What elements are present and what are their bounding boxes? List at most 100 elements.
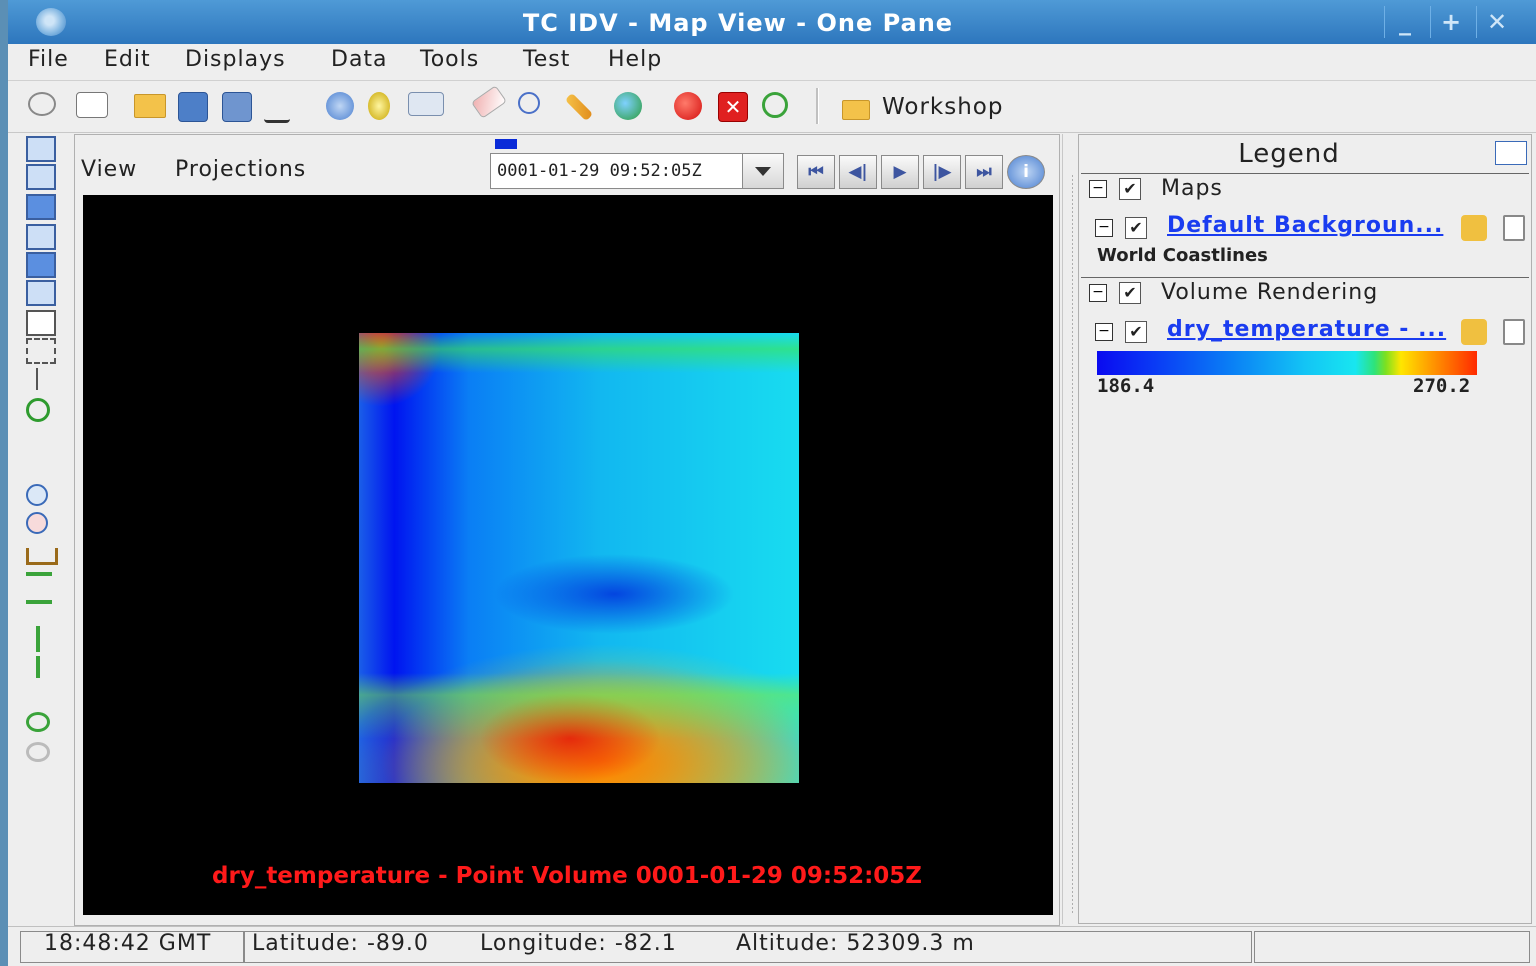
minimize-button[interactable]: _: [1384, 6, 1425, 38]
mail-icon[interactable]: [408, 92, 444, 116]
volume-bottom-band: [359, 673, 799, 783]
collapse-temperature-icon[interactable]: −: [1095, 323, 1113, 341]
float-legend-icon[interactable]: [1495, 141, 1527, 165]
trash-icon-2[interactable]: [1503, 319, 1525, 345]
background-layer-checkbox[interactable]: ✔: [1125, 217, 1147, 239]
rotate-icon[interactable]: [26, 398, 50, 422]
menu-bar: File Edit Displays Data Tools Test Help: [8, 44, 1536, 81]
menu-data[interactable]: Data: [331, 47, 388, 72]
volume-top-band: [359, 333, 799, 373]
window-title: TC IDV - Map View - One Pane: [522, 9, 954, 37]
remove-all-icon[interactable]: ✕: [718, 92, 748, 122]
maximize-button[interactable]: +: [1430, 6, 1471, 38]
projections-menu[interactable]: Projections: [175, 157, 307, 182]
pan-right-icon[interactable]: [26, 600, 52, 604]
scissors-icon[interactable]: [518, 92, 540, 114]
save-as-icon[interactable]: [222, 92, 252, 122]
lock-icon[interactable]: [1461, 215, 1487, 241]
open-folder-icon[interactable]: [134, 94, 166, 118]
pan-down-icon[interactable]: [36, 656, 40, 678]
display-canvas[interactable]: dry_temperature - Point Volume 0001-01-2…: [83, 195, 1053, 915]
bookmark-icon[interactable]: [264, 92, 290, 123]
redo-icon[interactable]: [26, 742, 50, 762]
save-icon[interactable]: [178, 92, 208, 122]
unlock-icon[interactable]: [1461, 319, 1487, 345]
step-back-button[interactable]: ◀|: [839, 155, 877, 189]
view-south-icon[interactable]: [26, 252, 56, 278]
view-top-icon[interactable]: [26, 136, 56, 162]
menu-tools[interactable]: Tools: [420, 47, 480, 72]
status-altitude: Altitude: 52309.3 m: [736, 931, 975, 956]
view-north-icon[interactable]: [26, 194, 56, 220]
legend-panel: Legend − ✔ Maps − ✔ Default Backgroun...…: [1078, 134, 1532, 924]
menu-edit[interactable]: Edit: [104, 47, 151, 72]
menu-help[interactable]: Help: [608, 47, 663, 72]
colorbar-max: 270.2: [1413, 375, 1471, 397]
temperature-layer-link[interactable]: dry_temperature - ...: [1167, 317, 1447, 342]
view-bottom-icon[interactable]: [26, 164, 56, 190]
clock-cell: [20, 931, 244, 963]
view-west-icon[interactable]: [26, 280, 56, 306]
display-label: dry_temperature - Point Volume 0001-01-2…: [212, 863, 922, 889]
background-layer-link[interactable]: Default Backgroun...: [1167, 213, 1444, 238]
view-east-icon[interactable]: [26, 224, 56, 250]
cursor-readout-cell: [244, 931, 1252, 963]
status-bar: 18:48:42 GMT Latitude: -89.0 Longitude: …: [8, 926, 1536, 966]
split-pane-divider[interactable]: [1062, 134, 1077, 924]
home-icon[interactable]: [26, 548, 58, 565]
temperature-layer-checkbox[interactable]: ✔: [1125, 321, 1147, 343]
divider-grip[interactable]: [1071, 174, 1073, 914]
collapse-volume-group-icon[interactable]: −: [1089, 284, 1107, 302]
close-button[interactable]: ✕: [1476, 6, 1517, 38]
step-forward-button[interactable]: |▶: [923, 155, 961, 189]
view-tool-strip: [22, 136, 58, 776]
app-window: TC IDV - Map View - One Pane _ + ✕ File …: [8, 0, 1536, 966]
chevron-down-icon[interactable]: [742, 154, 783, 188]
volume-group-label: Volume Rendering: [1161, 280, 1379, 305]
animation-info-button[interactable]: i: [1007, 155, 1045, 189]
background-sublabel: World Coastlines: [1097, 245, 1268, 266]
main-toolbar: ✕ Workshop: [8, 82, 1536, 133]
zoom-out-icon[interactable]: [26, 512, 48, 534]
new-window-icon[interactable]: [76, 92, 108, 118]
view-menu[interactable]: View: [81, 157, 138, 182]
eraser-icon[interactable]: [470, 85, 508, 119]
workshop-button[interactable]: Workshop: [882, 94, 1004, 120]
trash-icon[interactable]: [1503, 215, 1525, 241]
status-message-cell: [1254, 931, 1530, 963]
show-box-icon[interactable]: [26, 310, 56, 336]
colorbar[interactable]: [1097, 351, 1477, 375]
collapse-background-icon[interactable]: −: [1095, 219, 1113, 237]
menu-test[interactable]: Test: [523, 47, 571, 72]
go-last-button[interactable]: ⏭: [965, 155, 1003, 189]
zoom-in-icon[interactable]: [26, 484, 48, 506]
pan-left-icon[interactable]: [26, 572, 52, 576]
undo-icon[interactable]: [26, 712, 50, 732]
time-value: 0001-01-29 09:52:05Z: [497, 161, 702, 181]
tip-bulb-icon[interactable]: [368, 92, 390, 120]
help-icon[interactable]: [326, 92, 354, 120]
vertical-scale-icon[interactable]: [36, 368, 42, 390]
refresh-icon[interactable]: [762, 92, 788, 118]
menu-file[interactable]: File: [28, 47, 69, 72]
volume-group-checkbox[interactable]: ✔: [1119, 282, 1141, 304]
go-first-button[interactable]: ⏮: [797, 155, 835, 189]
toolbar-separator: [816, 88, 819, 124]
legend-title: Legend: [1238, 139, 1340, 169]
globe-icon[interactable]: [614, 92, 642, 120]
stop-record-icon[interactable]: [674, 92, 702, 120]
play-button[interactable]: ▶: [881, 155, 919, 189]
maps-group-label: Maps: [1161, 176, 1223, 201]
data-chooser-icon[interactable]: [28, 92, 56, 116]
menu-displays[interactable]: Displays: [185, 47, 286, 72]
pencil-icon[interactable]: [564, 92, 594, 122]
time-selector[interactable]: 0001-01-29 09:52:05Z: [490, 153, 784, 189]
pan-up-icon[interactable]: [36, 626, 40, 652]
volume-group-header: − ✔ Volume Rendering: [1081, 277, 1529, 306]
perspective-icon[interactable]: [26, 338, 56, 364]
maps-group-checkbox[interactable]: ✔: [1119, 178, 1141, 200]
collapse-maps-icon[interactable]: −: [1089, 180, 1107, 198]
idv-logo-icon[interactable]: [36, 8, 66, 36]
title-bar[interactable]: TC IDV - Map View - One Pane _ + ✕: [8, 0, 1536, 44]
time-indicator: [495, 139, 517, 149]
